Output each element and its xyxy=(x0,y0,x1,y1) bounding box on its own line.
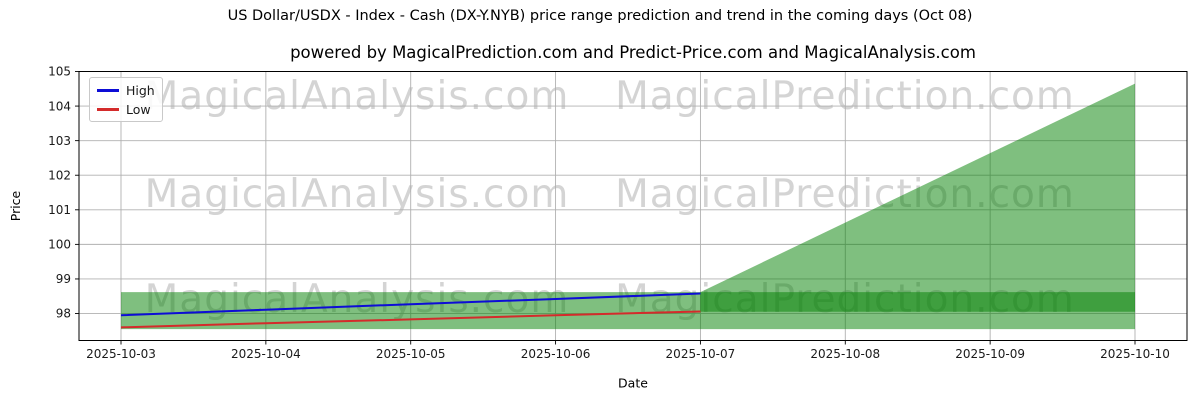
x-tick-label: 2025-10-08 xyxy=(810,347,880,361)
legend-line-swatch-low xyxy=(97,108,119,111)
y-tick-label: 104 xyxy=(48,99,71,113)
legend-line-swatch-high xyxy=(97,89,119,92)
y-tick-label: 101 xyxy=(48,203,71,217)
y-tick-label: 103 xyxy=(48,134,71,148)
y-tick-label: 100 xyxy=(48,238,71,252)
watermark-text: MagicalPrediction.com xyxy=(615,74,1075,119)
legend-item-low: Low xyxy=(97,100,162,119)
watermark-text: MagicalAnalysis.com xyxy=(144,172,570,217)
x-tick-label: 2025-10-10 xyxy=(1100,347,1170,361)
y-tick-label: 102 xyxy=(48,168,71,182)
prediction-cone xyxy=(700,83,1135,312)
x-tick-label: 2025-10-05 xyxy=(376,347,446,361)
axes-spines xyxy=(78,71,1188,341)
x-tick-label: 2025-10-03 xyxy=(86,347,156,361)
y-tick-label: 105 xyxy=(48,65,71,79)
legend-label-high: High xyxy=(126,83,155,98)
x-tick-label: 2025-10-06 xyxy=(521,347,591,361)
series-line-high xyxy=(120,292,701,317)
x-tick-label: 2025-10-04 xyxy=(231,347,301,361)
legend-label-low: Low xyxy=(126,102,151,117)
legend-item-high: High xyxy=(97,81,162,100)
chart-title: US Dollar/USDX - Index - Cash (DX-Y.NYB)… xyxy=(227,8,973,24)
y-tick-label: 99 xyxy=(56,272,71,286)
y-axis-label: Price xyxy=(8,190,23,221)
legend: High Low xyxy=(89,77,163,122)
x-tick-label: 2025-10-07 xyxy=(666,347,736,361)
watermark-text: MagicalAnalysis.com xyxy=(144,74,570,119)
y-tick-label: 98 xyxy=(56,307,71,321)
chart-subtitle: powered by MagicalPrediction.com and Pre… xyxy=(290,43,976,62)
series-line-low xyxy=(120,310,701,329)
x-axis-label: Date xyxy=(618,376,648,391)
x-tick-label: 2025-10-09 xyxy=(955,347,1025,361)
